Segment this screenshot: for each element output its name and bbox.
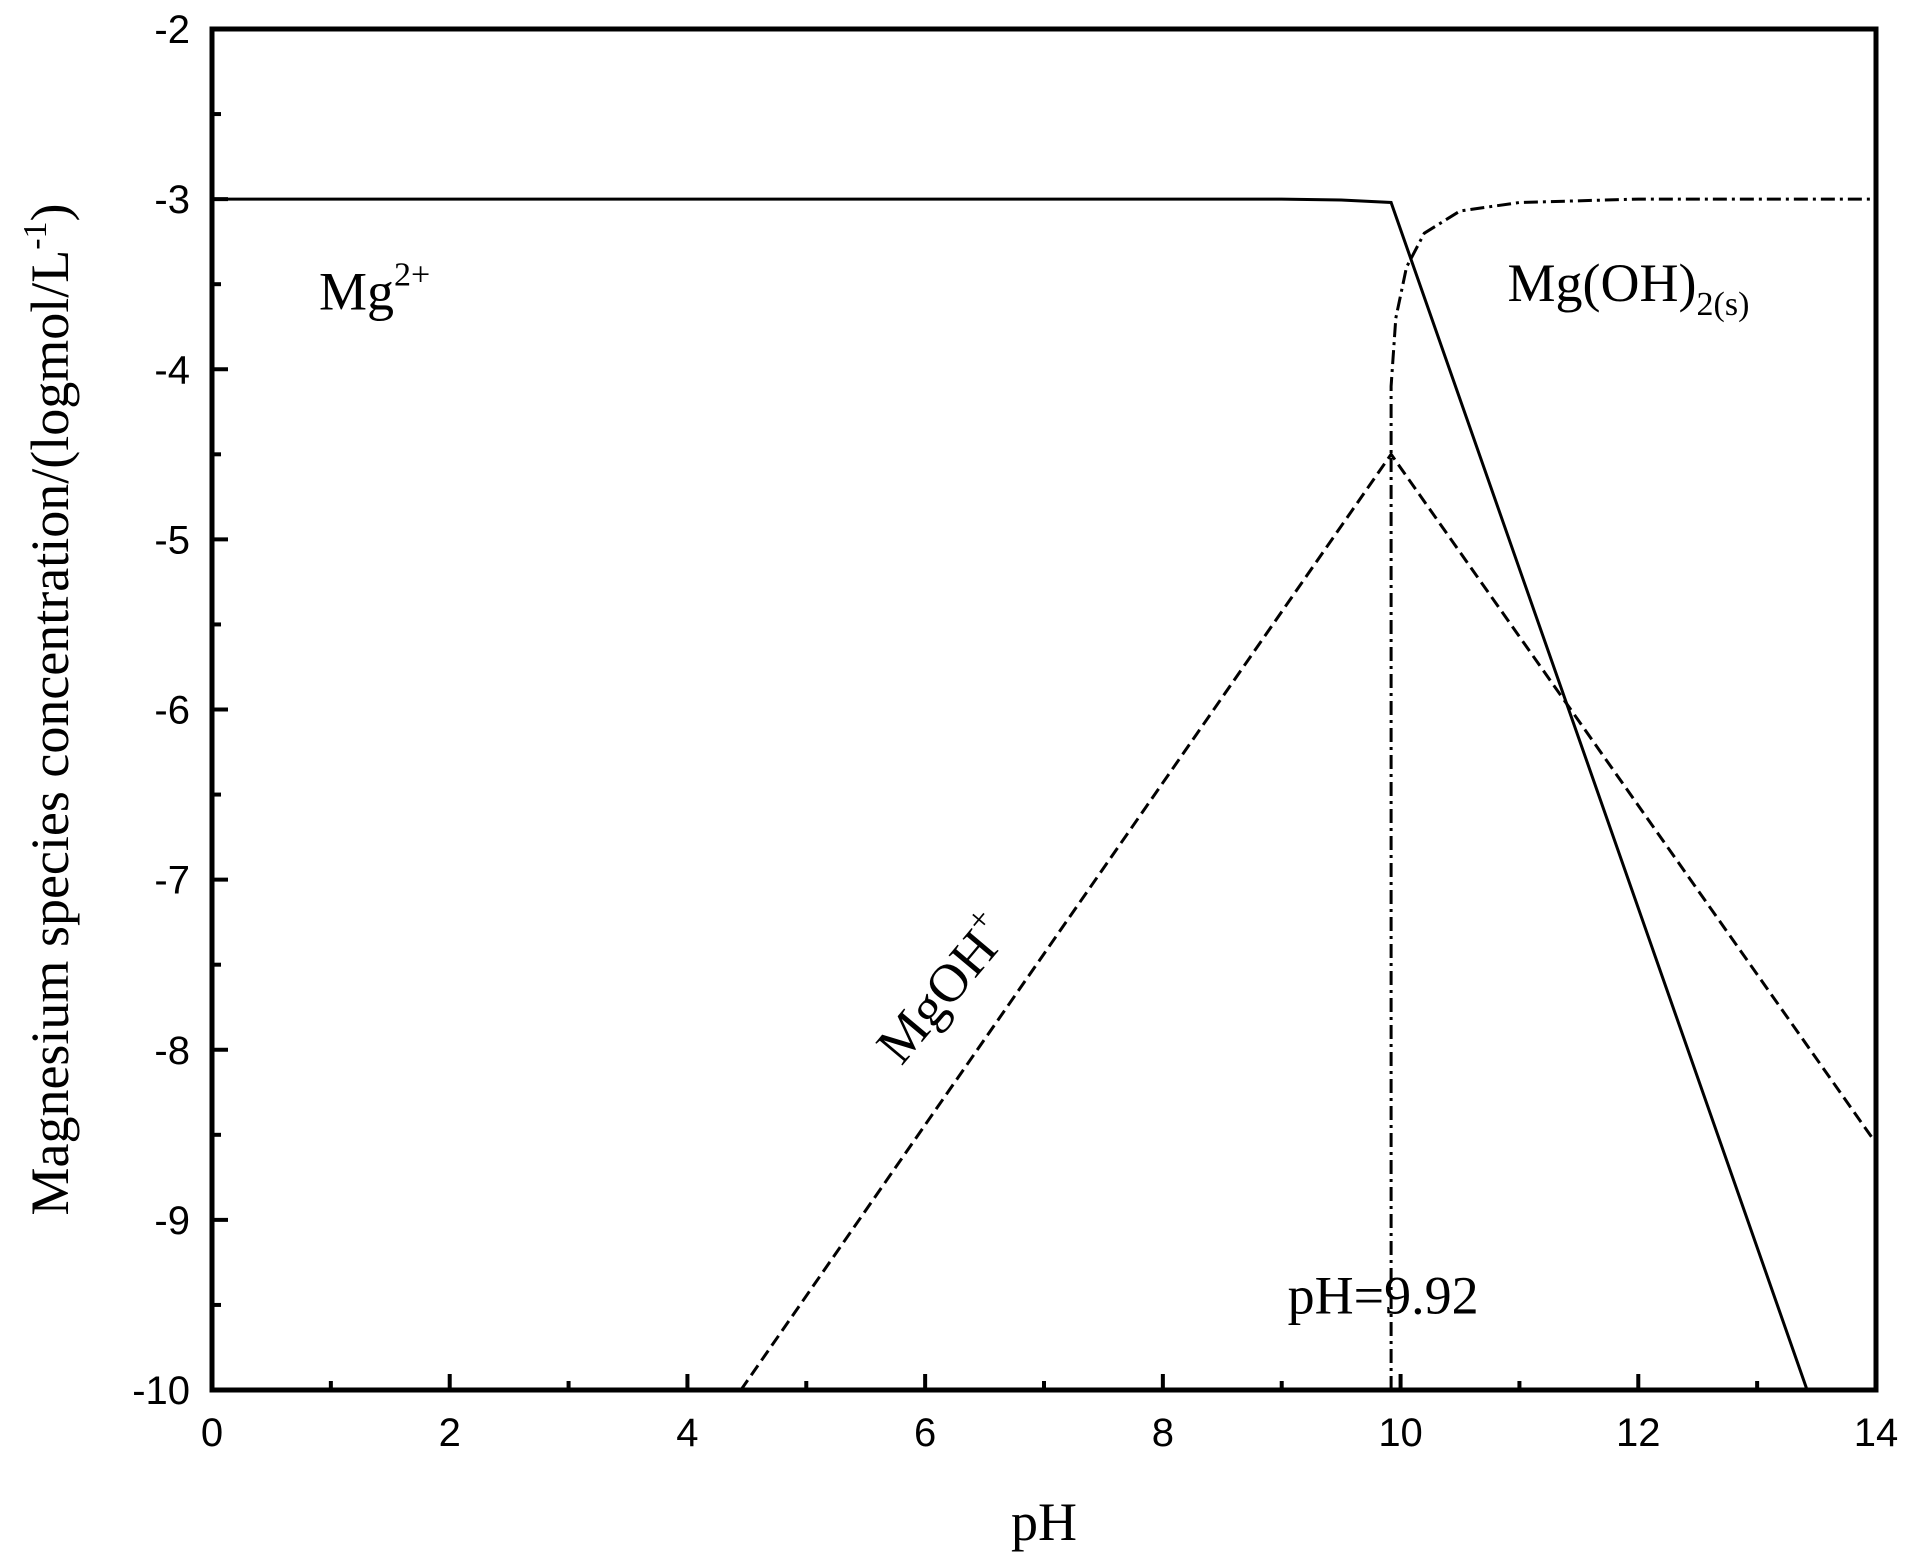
y-axis-title-close: ) [20,203,80,221]
x-tick-label: 2 [439,1411,461,1455]
series-line [739,451,1878,1391]
x-tick-label: 4 [676,1411,698,1455]
x-tick-label: 0 [201,1411,223,1455]
annotation-mgoh: MgOH+ [861,901,1021,1075]
x-tick-label: 8 [1152,1411,1174,1455]
y-axis-title-main: Magnesium species concentration/(logmol/… [20,250,80,1216]
y-tick-label: -4 [154,348,190,392]
y-tick-label: -7 [154,859,190,903]
x-axis-title: pH [1011,1492,1077,1552]
y-tick-label: -5 [154,518,190,562]
annotation-mgoh2: Mg(OH)2(s) [1508,253,1750,323]
x-tick-label: 10 [1378,1411,1423,1455]
y-tick-label: -8 [154,1029,190,1073]
annotation-mg2: Mg2+ [319,257,430,322]
plot-frame [209,26,1879,1393]
annotation-ph: pH=9.92 [1288,1265,1479,1325]
y-axis-title: Magnesium species concentration/(logmol/… [17,203,80,1215]
x-tick-label: 12 [1616,1411,1661,1455]
series-line [1389,197,1876,1390]
x-tick-label: 6 [914,1411,936,1455]
y-tick-label: -6 [154,689,190,733]
y-axis-title-sup: -1 [17,221,54,249]
y-tick-label: -3 [154,178,190,222]
y-tick-label: -10 [132,1369,190,1413]
y-tick-label: -2 [154,8,190,52]
x-tick-label: 14 [1854,1411,1899,1455]
annot-layer: Mg2+ Mg(OH)2(s) MgOH+ pH=9.92 [319,253,1749,1325]
series-line [212,197,1809,1391]
series-layer [212,197,1878,1391]
ticks-layer: 0 2 4 6 8 10 12 14 -2 -3 -4 -5 -6 -7 -8 -9 -10 [132,8,1898,1455]
y-tick-label: -9 [154,1199,190,1243]
